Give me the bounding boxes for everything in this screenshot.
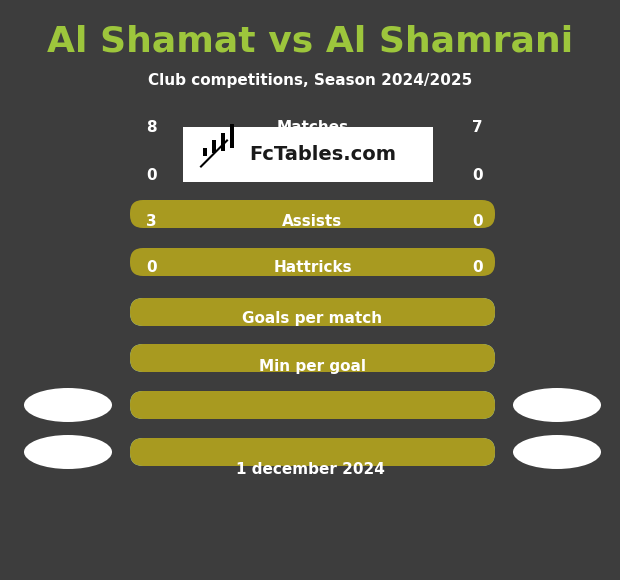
Text: Hattricks: Hattricks (273, 260, 352, 276)
Text: 1 december 2024: 1 december 2024 (236, 462, 384, 477)
FancyBboxPatch shape (130, 298, 495, 326)
Text: Assists: Assists (282, 215, 343, 230)
Ellipse shape (24, 435, 112, 469)
Text: 7: 7 (472, 121, 483, 136)
Text: 0: 0 (472, 215, 483, 230)
FancyBboxPatch shape (130, 438, 495, 466)
Text: Min per goal: Min per goal (259, 358, 366, 374)
Bar (221, 132, 225, 150)
Text: 0: 0 (146, 168, 157, 183)
Ellipse shape (513, 435, 601, 469)
FancyBboxPatch shape (183, 127, 433, 182)
FancyBboxPatch shape (130, 344, 495, 372)
Text: 0: 0 (472, 260, 483, 276)
FancyBboxPatch shape (130, 248, 495, 276)
FancyBboxPatch shape (130, 391, 495, 419)
Ellipse shape (24, 388, 112, 422)
Bar (212, 140, 216, 153)
Bar (203, 147, 207, 155)
FancyBboxPatch shape (130, 200, 495, 228)
FancyBboxPatch shape (130, 298, 495, 326)
FancyBboxPatch shape (130, 344, 495, 372)
Text: FcTables.com: FcTables.com (249, 145, 397, 164)
Text: Goals: Goals (289, 168, 336, 183)
Text: Al Shamat vs Al Shamrani: Al Shamat vs Al Shamrani (47, 25, 573, 59)
Text: 0: 0 (146, 260, 157, 276)
Text: 0: 0 (472, 168, 483, 183)
Text: Goals per match: Goals per match (242, 310, 383, 325)
FancyBboxPatch shape (130, 391, 495, 419)
Text: Club competitions, Season 2024/2025: Club competitions, Season 2024/2025 (148, 72, 472, 88)
FancyBboxPatch shape (130, 438, 495, 466)
Text: 8: 8 (146, 121, 157, 136)
Ellipse shape (513, 388, 601, 422)
Text: 3: 3 (146, 215, 157, 230)
Bar (230, 124, 234, 147)
Text: Matches: Matches (277, 121, 348, 136)
